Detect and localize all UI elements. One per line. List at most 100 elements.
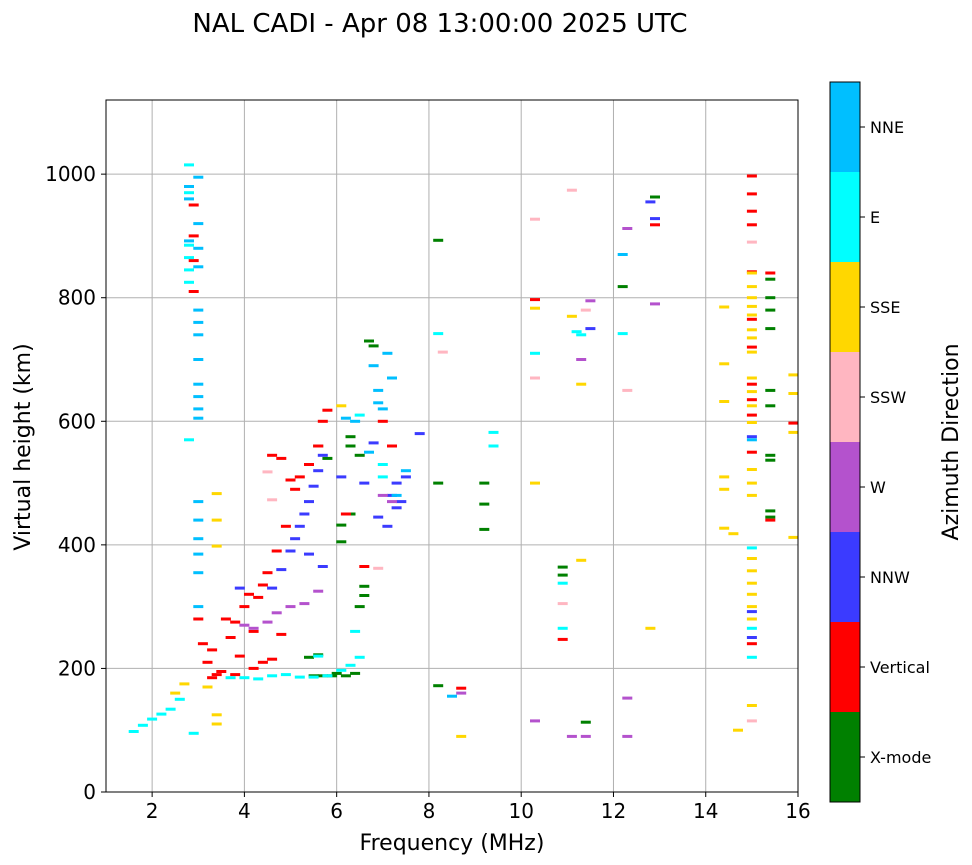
data-point [220,617,231,621]
data-point [340,674,351,678]
data-point [650,223,660,227]
data-point [248,626,259,630]
data-point [530,217,540,221]
data-point [377,475,388,479]
data-point [488,430,499,434]
data-point [580,308,591,312]
data-point [211,713,222,717]
data-point [387,376,397,380]
data-point [719,475,730,479]
colorbar-segment [830,532,860,622]
data-point [345,444,356,448]
series-sse [170,271,799,738]
data-point [576,333,587,337]
data-point [188,234,199,238]
colorbar-tick-label: NNE [870,118,904,137]
data-point [728,532,739,536]
data-point [368,441,379,445]
data-point [244,592,254,596]
data-point [788,373,799,377]
data-point [165,707,176,711]
data-point [202,685,213,689]
data-point [188,259,199,263]
data-point [184,239,194,243]
data-point [765,458,776,462]
x-tick-label: 8 [423,799,436,823]
data-point [285,605,296,609]
data-point [211,722,222,726]
data-point [746,546,757,550]
data-point [313,469,324,473]
x-tick-label: 10 [508,799,533,823]
data-point [650,217,660,221]
data-point [622,388,633,392]
data-point [746,382,757,386]
series-x-mode [304,195,776,724]
data-point [184,256,194,260]
data-point [746,390,757,394]
data-point [746,345,757,349]
data-point [313,589,324,593]
data-point [391,506,402,510]
data-point [184,268,194,272]
data-point [788,421,799,425]
data-point [400,469,411,473]
data-point [207,676,218,680]
data-point [137,723,148,727]
data-point [746,413,757,417]
data-point [530,481,540,485]
data-point [239,676,250,680]
data-point [267,498,278,502]
data-point [304,463,314,466]
data-point [350,629,361,633]
data-point [331,671,342,675]
data-point [308,675,319,679]
data-point [225,676,236,680]
colorbar-segment [830,262,860,352]
data-point [456,691,467,695]
data-point [368,344,379,348]
data-point [193,537,204,541]
data-point [179,682,190,686]
series-nne [184,175,757,698]
data-point [373,401,384,405]
data-point [433,481,444,485]
data-point [414,432,425,436]
data-point [193,333,204,337]
data-point [746,581,757,585]
data-point [364,339,374,343]
data-point [184,197,194,201]
colorbar-segment [830,352,860,442]
data-point [557,581,568,585]
data-point [719,400,730,403]
data-point [746,350,757,354]
y-axis-label: Virtual height (km) [11,343,36,550]
data-point [211,492,222,496]
data-point [271,611,282,615]
data-point [267,586,278,590]
data-point [557,626,568,630]
data-point [746,285,757,289]
data-point [433,684,444,688]
data-point [746,617,757,621]
plot-frame [105,99,799,793]
data-point [308,484,319,488]
colorbar-tick-label: NNW [870,568,910,587]
data-point [193,246,204,250]
data-point [530,298,540,302]
data-point [650,195,660,199]
data-point [433,238,444,242]
data-point [248,629,259,633]
data-point [193,222,204,226]
data-point [746,328,757,332]
data-point [322,408,333,412]
x-tick-label: 14 [693,799,718,823]
data-point [576,358,587,361]
data-point [294,475,305,479]
data-point [207,648,218,652]
data-point [400,475,411,479]
data-point [285,549,296,553]
data-point [622,696,633,700]
data-point [276,568,287,572]
y-tick-label: 0 [83,780,96,804]
